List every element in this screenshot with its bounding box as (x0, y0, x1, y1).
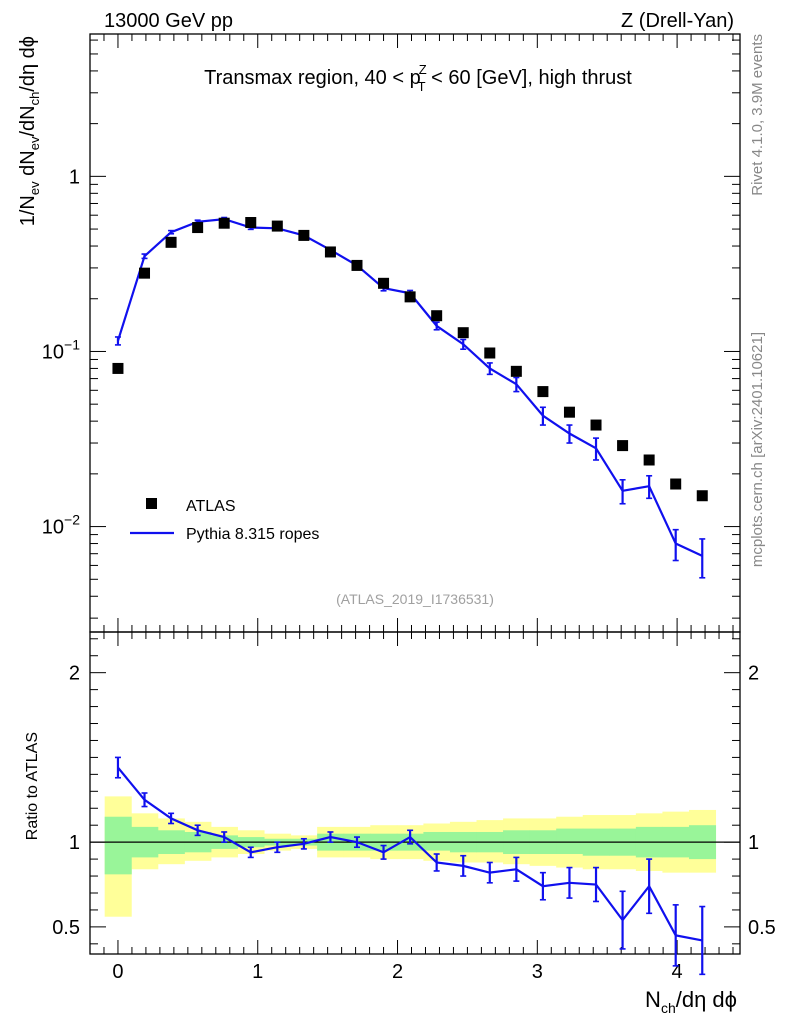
header-process-label: Z (Drell-Yan) (621, 10, 734, 32)
atlas-data-point (643, 454, 655, 466)
atlas-data-point (139, 267, 151, 279)
x-axis-title: Nch/dη dϕ (645, 987, 737, 1016)
legend-label-pythia: Pythia 8.315 ropes (186, 526, 319, 543)
x-tick-label: 3 (532, 961, 543, 983)
x-tick-label: 2 (392, 961, 403, 983)
atlas-data-point (431, 310, 443, 322)
atlas-data-point (457, 327, 469, 339)
header-energy-label: 13000 GeV pp (104, 10, 233, 32)
rivet-info: Rivet 4.1.0, 3.9M events (749, 34, 766, 196)
y-tick-label-right: 0.5 (748, 917, 776, 939)
atlas-data-point (112, 362, 124, 374)
atlas-data-point (696, 490, 708, 502)
atlas-data-point (218, 217, 230, 229)
legend-label-atlas: ATLAS (186, 498, 236, 515)
atlas-data-point (245, 217, 257, 229)
atlas-data-point (563, 406, 575, 418)
y-tick-label-right: 1 (748, 832, 759, 854)
ratio-series (90, 756, 740, 976)
ratio-y-axis-title: Ratio to ATLAS (24, 732, 41, 840)
atlas-data-point (510, 365, 522, 377)
plot-subtitle: Transmax region, 40 < pZ T < 60 [GeV], hi… (204, 62, 632, 94)
atlas-data-point (617, 440, 629, 452)
atlas-data-point (165, 236, 177, 248)
y-tick-label: 10−1 (42, 336, 80, 363)
y-tick-label: 1 (69, 166, 80, 188)
y-tick-label-left: 0.5 (52, 917, 80, 939)
legend-marker-atlas (146, 498, 157, 509)
ratio-uncertainty-bands (104, 796, 717, 917)
main-series (112, 216, 708, 579)
x-tick-label: 4 (672, 961, 683, 983)
x-tick-label: 0 (112, 961, 123, 983)
y-tick-label: 10−2 (42, 512, 80, 539)
atlas-data-point (192, 222, 204, 234)
x-tick-label: 1 (252, 961, 263, 983)
atlas-data-point (298, 229, 310, 241)
y-tick-label-right: 2 (748, 663, 759, 685)
atlas-data-point (378, 277, 390, 289)
atlas-data-point (404, 291, 416, 303)
atlas-data-point (351, 259, 363, 271)
main-panel-ticks: 10−2 10−1 1 (42, 34, 740, 954)
band-inner-bin (556, 828, 584, 855)
y-tick-label-left: 1 (69, 832, 80, 854)
mcplots-credit: mcplots.cern.ch [arXiv:2401.10621] (749, 332, 766, 567)
y-tick-label-left: 2 (69, 663, 80, 685)
band-inner-bin (423, 831, 451, 851)
ratio-panel-ticks: 0 1 2 3 4 0.5 0.5 1 1 2 2 (52, 34, 776, 983)
atlas-data-point (537, 386, 549, 398)
atlas-data-point (324, 246, 336, 258)
atlas-data-point (590, 419, 602, 431)
atlas-data-point (670, 478, 682, 490)
band-inner-bin (104, 816, 132, 875)
main-y-axis-title: 1/Nev dNev/dNch/dη dϕ (17, 36, 42, 226)
ratio-panel-frame (89, 631, 741, 955)
analysis-id: (ATLAS_2019_I1736531) (336, 591, 494, 607)
atlas-data-point (484, 347, 496, 359)
atlas-data-point (271, 220, 283, 232)
